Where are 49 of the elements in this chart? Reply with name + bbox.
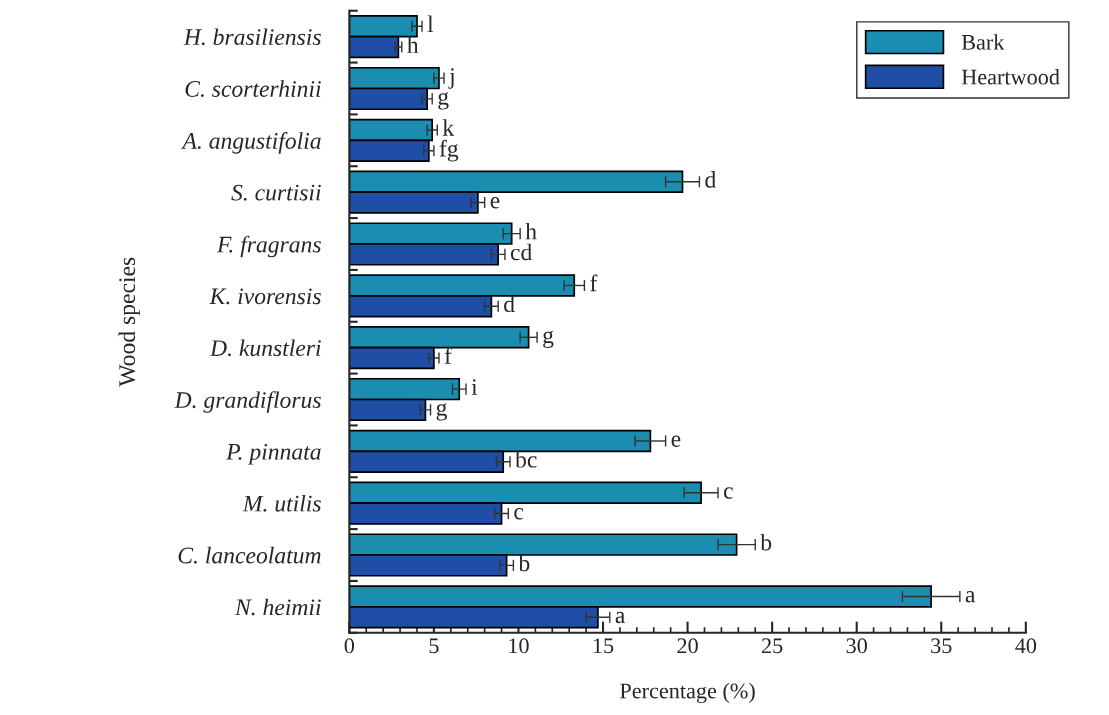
legend-label: Bark: [961, 34, 1005, 50]
data-label: e: [490, 197, 500, 209]
x-axis-title: Percentage (%): [620, 682, 755, 703]
data-label: d: [705, 171, 717, 188]
data-label: f: [444, 347, 452, 364]
x-tick-label: 0: [344, 638, 355, 654]
data-label: i: [471, 379, 478, 395]
x-tick-label: 40: [1015, 638, 1037, 654]
data-label: c: [514, 508, 524, 520]
y-tick-label: N. heimii: [234, 598, 321, 616]
y-tick-label: H. brasiliensis: [183, 28, 321, 46]
x-tick-label: 15: [593, 638, 614, 654]
x-tick-label: 25: [762, 638, 783, 654]
x-tick-label: 20: [677, 638, 698, 654]
data-label: e: [671, 435, 681, 447]
data-label: h: [407, 36, 419, 53]
data-label: k: [442, 119, 455, 136]
y-tick-label: M. utilis: [242, 494, 321, 512]
y-tick-label: C. lanceolatum: [178, 546, 321, 564]
y-axis-title: Wood species: [118, 257, 140, 387]
y-tick-label: F. fragrans: [216, 235, 321, 258]
y-tick-label: S. curtisii: [231, 184, 321, 201]
y-tick-label: D. kunstleri: [209, 339, 321, 357]
data-label: cd: [510, 243, 532, 261]
data-label: c: [724, 487, 733, 499]
legend-label: Heartwood: [961, 68, 1060, 85]
data-label: l: [427, 15, 434, 32]
data-label: g: [438, 92, 449, 110]
x-tick-label: 35: [931, 638, 952, 654]
data-label: f: [590, 274, 598, 292]
y-tick-label: A. angustifolia: [181, 132, 321, 154]
data-label: a: [965, 591, 976, 603]
data-label: g: [543, 330, 554, 349]
data-label: h: [525, 222, 537, 240]
data-label: j: [448, 68, 454, 89]
data-label: b: [760, 533, 772, 551]
y-tick-label: D. grandiflorus: [174, 391, 321, 413]
data-label: b: [518, 554, 530, 572]
y-tick-label: C. scorterhinii: [185, 80, 321, 98]
x-tick-label: 30: [846, 638, 867, 654]
data-label: d: [504, 295, 515, 313]
y-tick-label: P. pinnata: [226, 443, 321, 465]
y-tick-label: K. ivorensis: [209, 288, 321, 305]
data-label: bc: [515, 451, 537, 468]
data-label: fg: [439, 139, 459, 162]
x-tick-label: 5: [429, 638, 439, 654]
data-label: g: [436, 403, 447, 421]
x-tick-label: 10: [509, 638, 529, 654]
data-label: a: [615, 611, 626, 624]
